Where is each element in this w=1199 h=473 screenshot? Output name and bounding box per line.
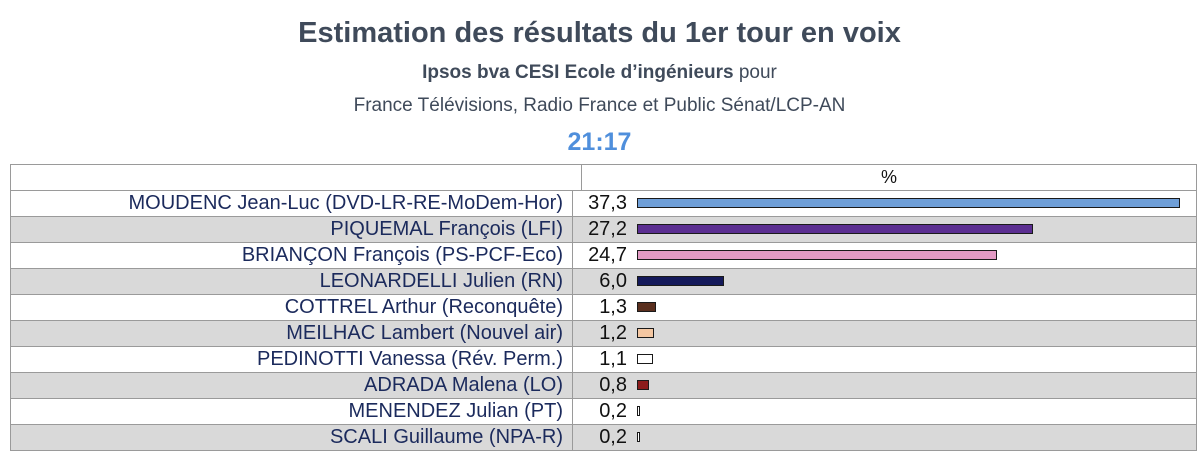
subtitle-connector: pour — [733, 62, 777, 83]
header-percent: % — [880, 167, 897, 187]
bar-cell — [627, 191, 1196, 216]
table-row: ADRADA Malena (LO) 0,8 — [11, 373, 1196, 399]
bar — [637, 432, 640, 442]
value-label: 0,2 — [599, 400, 627, 422]
bar — [637, 198, 1180, 208]
bar — [637, 354, 653, 364]
value-label: 0,2 — [599, 426, 627, 448]
candidate-label: PIQUEMAL François (LFI) — [11, 217, 573, 242]
candidate-label: LEONARDELLI Julien (RN) — [11, 269, 573, 294]
bar — [637, 380, 649, 390]
candidate-label: ADRADA Malena (LO) — [11, 373, 573, 398]
candidate-label: SCALI Guillaume (NPA-R) — [11, 425, 573, 450]
bar — [637, 276, 725, 286]
value-label: 1,2 — [599, 322, 627, 344]
bar — [637, 328, 655, 338]
table-row: PIQUEMAL François (LFI) 27,2 — [11, 217, 1196, 243]
bar-cell — [627, 373, 1196, 398]
value-label: 6,0 — [599, 270, 627, 292]
bar-cell — [627, 321, 1196, 346]
estimate-time: 21:17 — [567, 128, 632, 156]
value-label: 27,2 — [588, 218, 627, 240]
chart-title: Estimation des résultats du 1er tour en … — [298, 17, 901, 49]
candidate-label: BRIANÇON François (PS-PCF-Eco) — [11, 243, 573, 268]
bar-cell — [627, 347, 1196, 372]
candidate-label: MEILHAC Lambert (Nouvel air) — [11, 321, 573, 346]
candidate-label: COTTREL Arthur (Reconquête) — [11, 295, 573, 320]
bar — [637, 250, 997, 260]
value-label: 1,3 — [599, 296, 627, 318]
bar — [637, 302, 656, 312]
table-header-row: % — [11, 165, 1196, 191]
candidate-label: PEDINOTTI Vanessa (Rév. Perm.) — [11, 347, 573, 372]
table-row: LEONARDELLI Julien (RN) 6,0 — [11, 269, 1196, 295]
bar-cell — [627, 243, 1196, 268]
bar-cell — [627, 399, 1196, 424]
value-label: 37,3 — [588, 192, 627, 214]
chart-subtitle: Ipsos bva CESI Ecole d’ingénieurs pour — [0, 61, 1199, 85]
bar — [637, 224, 1033, 234]
candidate-label: MENENDEZ Julian (PT) — [11, 399, 573, 424]
table-row: MEILHAC Lambert (Nouvel air) 1,2 — [11, 321, 1196, 347]
table-body: MOUDENC Jean-Luc (DVD-LR-RE-MoDem-Hor) 37… — [11, 191, 1196, 451]
table-row: BRIANÇON François (PS-PCF-Eco) 24,7 — [11, 243, 1196, 269]
bar-cell — [627, 295, 1196, 320]
header-candidate-cell — [11, 165, 582, 190]
chart-header: Estimation des résultats du 1er tour en … — [0, 0, 1199, 157]
bar-cell — [627, 269, 1196, 294]
candidate-label: MOUDENC Jean-Luc (DVD-LR-RE-MoDem-Hor) — [11, 191, 573, 216]
chart-subtitle-broadcasters: France Télévisions, Radio France et Publ… — [353, 95, 846, 116]
pollster-name: Ipsos bva CESI Ecole d’ingénieurs — [422, 62, 734, 83]
table-row: SCALI Guillaume (NPA-R) 0,2 — [11, 425, 1196, 451]
value-label: 1,1 — [599, 348, 627, 370]
bar-cell — [627, 425, 1196, 450]
results-table: % MOUDENC Jean-Luc (DVD-LR-RE-MoDem-Hor)… — [10, 164, 1197, 451]
table-row: PEDINOTTI Vanessa (Rév. Perm.) 1,1 — [11, 347, 1196, 373]
value-label: 24,7 — [588, 244, 627, 266]
value-label: 0,8 — [599, 374, 627, 396]
bar-cell — [627, 217, 1196, 242]
table-row: MENENDEZ Julian (PT) 0,2 — [11, 399, 1196, 425]
table-row: COTTREL Arthur (Reconquête) 1,3 — [11, 295, 1196, 321]
bar — [637, 406, 640, 416]
table-row: MOUDENC Jean-Luc (DVD-LR-RE-MoDem-Hor) 37… — [11, 191, 1196, 217]
